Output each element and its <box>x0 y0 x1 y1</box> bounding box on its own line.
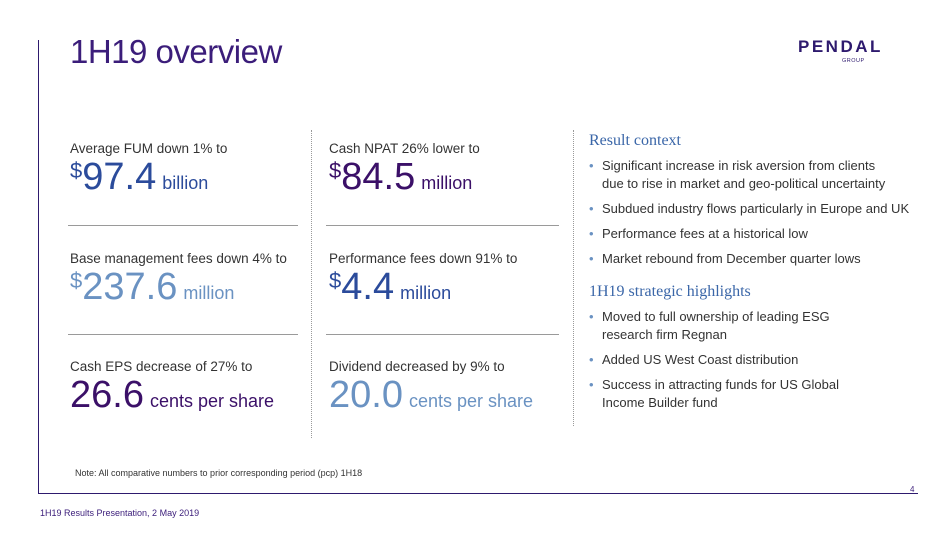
metric-number: 97.4 <box>82 156 157 198</box>
metric-label: Dividend decreased by 9% to <box>329 359 505 374</box>
divider <box>326 225 559 226</box>
list-item: • Moved to full ownership of leading ESG r… <box>589 308 939 344</box>
list-item-text: due to rise in market and geo-political … <box>602 176 886 191</box>
metric-unit: million <box>421 173 473 193</box>
metric-number: 84.5 <box>341 156 416 198</box>
divider <box>68 225 298 226</box>
metric-value: $84.5 million <box>329 158 569 196</box>
list-item: • Success in attracting funds for US Glob… <box>589 376 939 412</box>
metric-number: 237.6 <box>82 266 178 308</box>
metric-number: 4.4 <box>341 266 395 308</box>
metric-unit: million <box>400 283 452 303</box>
metric-number: 20.0 <box>329 374 403 416</box>
metric-unit: cents per share <box>408 391 534 411</box>
strategic-highlights-heading: 1H19 strategic highlights <box>589 283 751 300</box>
metric-value: $237.6 million <box>70 268 310 306</box>
list-item-text: research firm Regnan <box>602 327 727 342</box>
list-item-text: Moved to full ownership of leading ESG <box>602 309 830 324</box>
metric-label: Cash NPAT 26% lower to <box>329 141 480 156</box>
bullet-icon: • <box>589 309 594 324</box>
list-item-text: Income Builder fund <box>602 395 718 410</box>
metric-dividend: Dividend decreased by 9% to 20.0 cents pe… <box>329 359 569 414</box>
list-item-text: Added US West Coast distribution <box>602 352 799 367</box>
pendal-logo: PENDAL GROUP <box>798 37 918 64</box>
list-item-text: Subdued industry flows particularly in E… <box>602 201 910 216</box>
divider <box>326 334 559 335</box>
metric-label: Base management fees down 4% to <box>70 251 287 266</box>
page-number: 4 <box>910 485 915 494</box>
bullet-icon: • <box>589 226 594 241</box>
list-item: • Added US West Coast distribution <box>589 351 939 369</box>
page-title: 1H19 overview <box>70 33 282 70</box>
result-context-list: • Significant increase in risk aversion f… <box>589 157 939 275</box>
list-item-text: Market rebound from December quarter low… <box>602 251 861 266</box>
logo-wordmark: PENDAL <box>798 37 883 56</box>
metric-value: $4.4 million <box>329 268 569 306</box>
strategic-highlights-list: • Moved to full ownership of leading ESG r… <box>589 308 939 419</box>
list-item: • Significant increase in risk aversion f… <box>589 157 939 193</box>
column-divider <box>311 130 312 438</box>
metric-npat: Cash NPAT 26% lower to $84.5 million <box>329 141 569 196</box>
metric-unit: billion <box>162 173 209 193</box>
metric-performance-fees: Performance fees down 91% to $4.4 million <box>329 251 569 306</box>
metric-label: Performance fees down 91% to <box>329 251 518 266</box>
metric-value: 20.0 cents per share <box>329 376 569 414</box>
list-item: • Performance fees at a historical low <box>589 225 939 243</box>
metric-unit: cents per share <box>149 391 275 411</box>
metric-currency: $ <box>329 268 342 293</box>
footer-text: 1H19 Results Presentation, 2 May 2019 <box>40 508 200 518</box>
bullet-icon: • <box>589 352 594 367</box>
metric-value: 26.6 cents per share <box>70 376 310 414</box>
list-item-text: Performance fees at a historical low <box>602 226 808 241</box>
column-divider <box>573 130 574 426</box>
bullet-icon: • <box>589 251 594 266</box>
metric-unit: million <box>183 283 235 303</box>
metric-currency: $ <box>70 158 83 183</box>
left-accent-rule <box>38 40 39 494</box>
metric-cash-eps: Cash EPS decrease of 27% to 26.6 cents pe… <box>70 359 310 414</box>
footnote: Note: All comparative numbers to prior c… <box>75 468 363 478</box>
bottom-accent-rule <box>38 493 918 494</box>
metric-number: 26.6 <box>70 374 144 416</box>
metric-currency: $ <box>329 158 342 183</box>
metric-label: Cash EPS decrease of 27% to <box>70 359 253 374</box>
list-item: • Subdued industry flows particularly in … <box>589 200 939 218</box>
metric-base-fees: Base management fees down 4% to $237.6 mi… <box>70 251 310 306</box>
bullet-icon: • <box>589 201 594 216</box>
result-context-heading: Result context <box>589 132 681 149</box>
list-item-text: Significant increase in risk aversion fr… <box>602 158 876 173</box>
bullet-icon: • <box>589 377 594 392</box>
divider <box>68 334 298 335</box>
metric-value: $97.4 billion <box>70 158 310 196</box>
metric-fum: Average FUM down 1% to $97.4 billion <box>70 141 310 196</box>
list-item-text: Success in attracting funds for US Globa… <box>602 377 840 392</box>
metric-currency: $ <box>70 268 83 293</box>
logo-subtext: GROUP <box>842 58 865 64</box>
metric-label: Average FUM down 1% to <box>70 141 228 156</box>
bullet-icon: • <box>589 158 594 173</box>
list-item: • Market rebound from December quarter lo… <box>589 250 939 268</box>
